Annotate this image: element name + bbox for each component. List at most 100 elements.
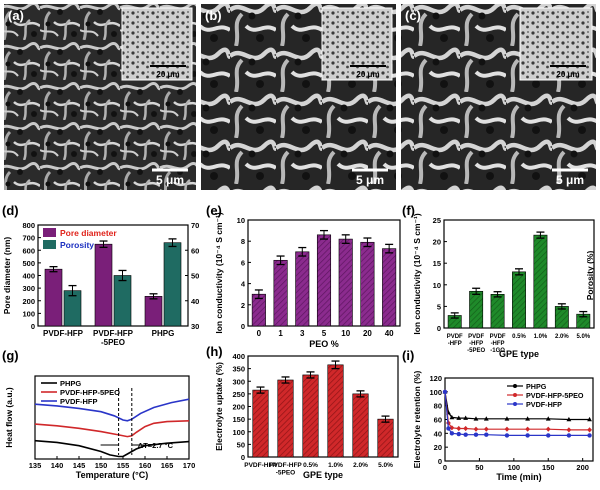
data-point: [456, 425, 462, 432]
y-tick-label: 60: [191, 246, 199, 255]
y-tick-label: 20: [433, 238, 441, 247]
bar: [273, 259, 288, 327]
y-tick-label: 150: [232, 415, 245, 424]
y-tick-label: 120: [429, 374, 442, 383]
x-axis-label: GPE type: [303, 470, 343, 480]
series-line: [34, 420, 190, 438]
data-point: [525, 416, 531, 421]
panel-label-i: (i): [402, 348, 414, 363]
y-tick-label: 700: [22, 234, 35, 243]
legend-marker: [513, 384, 517, 388]
bar: [113, 275, 132, 327]
y-tick-label: 80: [434, 402, 442, 411]
data-point: [456, 431, 461, 437]
bar: [163, 242, 182, 327]
y-tick-label: 20: [434, 443, 442, 452]
y-tick-label: 60: [434, 416, 442, 425]
y-tick-label: 30: [191, 322, 199, 331]
y-tick-label: 10: [237, 216, 245, 225]
sem-inset: [519, 7, 593, 81]
x-tick-label: PVDF-HFP-5PEO: [93, 329, 134, 347]
data-point: [566, 416, 572, 422]
bar: [295, 251, 310, 327]
panel-label-c: (c): [405, 8, 421, 23]
bar: [144, 296, 163, 327]
bar: [252, 389, 269, 458]
data-point: [473, 432, 479, 437]
data-point: [566, 427, 572, 433]
x-tick-label: PVDF-HFP-5PEO: [269, 462, 302, 477]
x-tick-label: 2.0%: [353, 462, 368, 469]
data-point: [483, 416, 489, 421]
x-tick-label: 0.5%: [303, 462, 318, 469]
plot-frame: [34, 375, 190, 460]
bar: [382, 248, 397, 327]
x-tick-label: PVDF-HFP-5PEO: [467, 334, 485, 354]
y-axis-label-right: Porosity (%): [585, 251, 595, 301]
legend-label: Porosity: [60, 240, 94, 250]
inset-scale-label: 20 μm: [356, 70, 379, 79]
y-axis-label: Heat flow (a.u.): [4, 387, 14, 448]
y-tick-label: 200: [232, 403, 245, 412]
bar: [44, 268, 63, 327]
x-tick-label: 5.0%: [576, 334, 590, 340]
x-tick-label: 20: [363, 329, 372, 338]
x-tick-label: PVDF-HFP: [244, 462, 277, 469]
data-point: [525, 426, 531, 432]
y-tick-label: 50: [191, 272, 199, 281]
y-tick-label: 50: [237, 440, 245, 449]
bar: [512, 271, 526, 329]
y-tick-label: 0: [437, 324, 441, 333]
x-tick-label: PVDF-HFP: [447, 334, 463, 347]
x-axis-label: Time (min): [496, 472, 541, 482]
y-tick-label: 8: [241, 237, 245, 246]
panel-label-b: (b): [205, 8, 222, 23]
x-tick-label: PHPG: [152, 329, 175, 338]
data-point: [442, 389, 448, 395]
delta-annotation: ΔT=2.7 °C: [138, 441, 174, 450]
x-tick-label: 1.0%: [534, 334, 548, 340]
panel-label-d: (d): [2, 203, 19, 218]
y-tick-label: 0: [241, 453, 245, 462]
inset-scale-label: 20 μm: [556, 70, 579, 79]
sem-inset: [321, 7, 393, 81]
panel-label: (e): [206, 203, 222, 218]
bar: [316, 234, 332, 327]
x-tick-label: PVDF -HFP -1GO: [490, 334, 506, 354]
y-axis-label: Ion conductivity (10⁻⁴ S cm⁻¹): [412, 213, 422, 335]
y-tick-label: 5: [437, 302, 441, 311]
x-tick-label: 3: [300, 329, 305, 338]
data-point: [504, 416, 510, 421]
legend-marker: [513, 402, 517, 406]
x-tick-label: 150: [95, 461, 108, 470]
y-tick-label: 100: [429, 388, 442, 397]
x-tick-label: 5: [322, 329, 327, 338]
y-tick-label: 25: [433, 216, 441, 225]
x-tick-label: 1.0%: [328, 462, 343, 469]
y-tick-label: 10: [433, 281, 441, 290]
bar: [469, 290, 484, 329]
y-tick-label: 200: [22, 297, 35, 306]
x-tick-label: 40: [385, 329, 394, 338]
x-axis-label: GPE type: [499, 349, 539, 359]
bar: [352, 393, 369, 458]
y-tick-label: 6: [241, 258, 245, 267]
x-tick-label: 0: [257, 329, 262, 338]
data-point: [449, 425, 455, 431]
data-point: [587, 433, 592, 438]
x-tick-label: 150: [542, 463, 555, 472]
data-point: [545, 416, 551, 421]
data-point: [504, 433, 510, 438]
y-axis-label: Electrolyte uptake (%): [214, 362, 224, 451]
data-point: [446, 426, 451, 431]
y-tick-label: 400: [22, 272, 35, 281]
scale-label: 5 μm: [556, 173, 584, 187]
x-tick-label: 2.0%: [555, 334, 569, 340]
y-tick-label: 40: [434, 429, 442, 438]
y-tick-label: 15: [433, 259, 441, 268]
chart-dsc-heat-flow: (g) Heat flow (a.u.) 135 140 145 150 155 160 165…: [2, 348, 195, 480]
chart-pore-diameter-porosity: (d)01002003004005006007008003040506070Po…: [2, 203, 595, 347]
panel-label-g: (g): [2, 348, 19, 363]
data-point: [463, 415, 469, 420]
